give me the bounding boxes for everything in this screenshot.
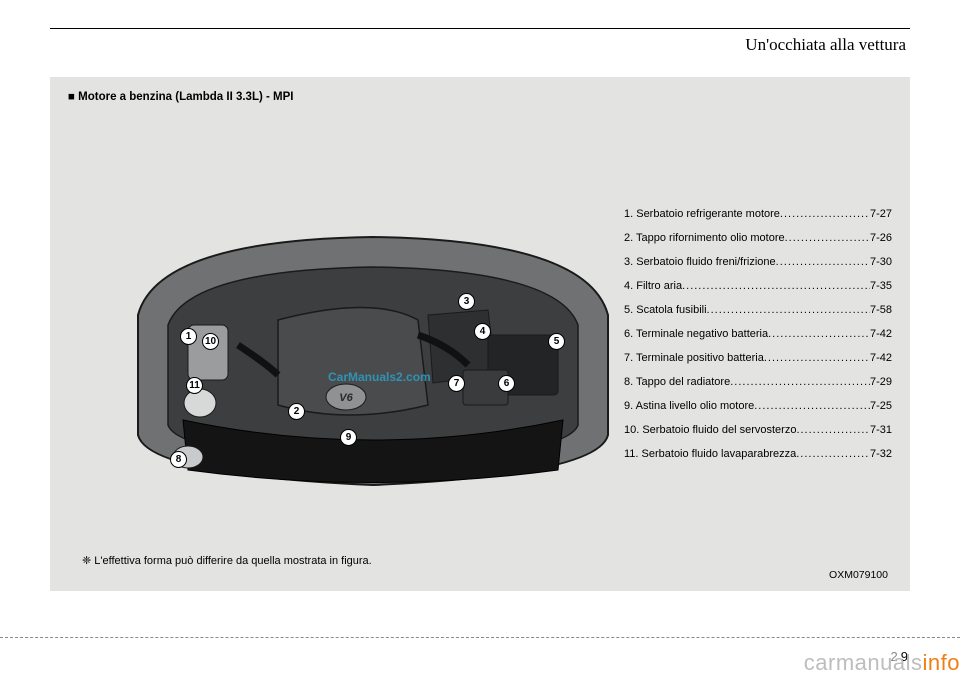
figure-code: OXM079100 <box>829 569 888 581</box>
callout-7: 7 <box>448 375 465 392</box>
list-item: 10. Serbatoio fluido del servosterzo 7-31 <box>624 425 892 436</box>
list-label: 11. Serbatoio fluido lavaparabrezza <box>624 449 796 460</box>
footer-watermark: carmanualsinfo <box>804 650 960 676</box>
list-item: 9. Astina livello olio motore 7-25 <box>624 401 892 412</box>
callout-9: 9 <box>340 429 357 446</box>
list-dots <box>796 425 870 436</box>
list-page: 7-32 <box>870 449 892 460</box>
callout-8: 8 <box>170 451 187 468</box>
footer-watermark-a: carmanuals <box>804 650 923 675</box>
list-item: 2. Tappo rifornimento olio motore 7-26 <box>624 233 892 244</box>
list-dots <box>754 401 870 412</box>
list-dots <box>768 329 870 340</box>
list-dots <box>776 257 870 268</box>
list-page: 7-27 <box>870 209 892 220</box>
list-dots <box>780 209 870 220</box>
list-item: 11. Serbatoio fluido lavaparabrezza 7-32 <box>624 449 892 460</box>
list-page: 7-30 <box>870 257 892 268</box>
list-item: 6. Terminale negativo batteria 7-42 <box>624 329 892 340</box>
parts-list: 1. Serbatoio refrigerante motore 7-27 2.… <box>624 209 892 473</box>
callout-3: 3 <box>458 293 475 310</box>
list-page: 7-25 <box>870 401 892 412</box>
list-dots <box>785 233 870 244</box>
callout-4: 4 <box>474 323 491 340</box>
list-page: 7-58 <box>870 305 892 316</box>
callout-1: 1 <box>180 328 197 345</box>
engine-figure: V6 CarManuals2.com 1 10 11 2 <box>128 225 618 535</box>
figure-note: ❈ L'effettiva forma può differire da que… <box>82 554 372 567</box>
list-page: 7-26 <box>870 233 892 244</box>
list-label: 8. Tappo del radiatore <box>624 377 730 388</box>
list-dots <box>764 353 870 364</box>
callout-6: 6 <box>498 375 515 392</box>
callout-2: 2 <box>288 403 305 420</box>
callout-5: 5 <box>548 333 565 350</box>
list-label: 10. Serbatoio fluido del servosterzo <box>624 425 796 436</box>
list-item: 3. Serbatoio fluido freni/frizione 7-30 <box>624 257 892 268</box>
list-label: 4. Filtro aria <box>624 281 682 292</box>
list-item: 8. Tappo del radiatore 7-29 <box>624 377 892 388</box>
list-label: 6. Terminale negativo batteria <box>624 329 768 340</box>
footer-watermark-b: info <box>923 650 960 675</box>
svg-text:V6: V6 <box>339 392 353 404</box>
list-dots <box>682 281 870 292</box>
header-rule <box>50 28 910 29</box>
list-page: 7-35 <box>870 281 892 292</box>
list-page: 7-31 <box>870 425 892 436</box>
list-label: 5. Scatola fusibili <box>624 305 707 316</box>
list-item: 4. Filtro aria 7-35 <box>624 281 892 292</box>
figure-watermark: CarManuals2.com <box>328 370 431 384</box>
list-item: 5. Scatola fusibili 7-58 <box>624 305 892 316</box>
callout-10: 10 <box>202 333 219 350</box>
list-label: 3. Serbatoio fluido freni/frizione <box>624 257 776 268</box>
list-item: 7. Terminale positivo batteria 7-42 <box>624 353 892 364</box>
list-dots <box>796 449 870 460</box>
list-page: 7-42 <box>870 329 892 340</box>
callout-11: 11 <box>186 377 203 394</box>
section-title: Un'occhiata alla vettura <box>50 35 910 55</box>
list-label: 9. Astina livello olio motore <box>624 401 754 412</box>
list-page: 7-29 <box>870 377 892 388</box>
footer-rule <box>0 637 960 638</box>
list-label: 2. Tappo rifornimento olio motore <box>624 233 785 244</box>
list-label: 7. Terminale positivo batteria <box>624 353 764 364</box>
list-item: 1. Serbatoio refrigerante motore 7-27 <box>624 209 892 220</box>
list-page: 7-42 <box>870 353 892 364</box>
list-dots <box>707 305 870 316</box>
list-label: 1. Serbatoio refrigerante motore <box>624 209 780 220</box>
engine-label: ■ Motore a benzina (Lambda II 3.3L) - MP… <box>68 91 892 103</box>
content-panel: ■ Motore a benzina (Lambda II 3.3L) - MP… <box>50 77 910 591</box>
list-dots <box>730 377 870 388</box>
